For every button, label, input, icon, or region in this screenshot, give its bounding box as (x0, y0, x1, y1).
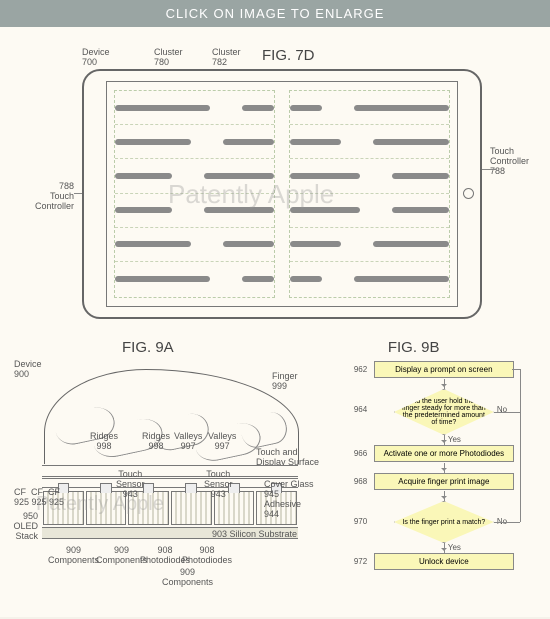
fig-9a: FIG. 9A Device 900 Finger 999 Ridges 998… (12, 339, 310, 599)
enlarge-banner[interactable]: CLICK ON IMAGE TO ENLARGE (0, 0, 550, 27)
label-oled: 950 OLED Stack (6, 511, 38, 541)
adhesive-layer (42, 478, 298, 488)
step-num: 970 (354, 517, 367, 526)
cluster-780 (114, 90, 275, 298)
label-valleys: Valleys 997 (174, 431, 202, 451)
step-966: Activate one or more Photodiodes (374, 445, 514, 462)
fig9b-title: FIG. 9B (388, 339, 440, 356)
step-962: Display a prompt on screen (374, 361, 514, 378)
label-adhesive: Adhesive 944 (264, 499, 301, 519)
label-tc-right: Touch Controller 788 (490, 146, 529, 176)
tablet-device: Patently Apple (82, 69, 482, 319)
cover-glass-layer (42, 465, 298, 477)
label-device-900: Device 900 (14, 359, 42, 379)
label-finger: Finger 999 (272, 371, 298, 391)
label-cluster-782: Cluster 782 (212, 47, 241, 67)
screen (106, 81, 458, 307)
fig9a-title: FIG. 9A (122, 339, 174, 356)
label-comp: 909 Components (162, 567, 213, 587)
step-num: 962 (354, 365, 367, 374)
label-ridges: Ridges 998 (142, 431, 170, 451)
step-972: Unlock device (374, 553, 514, 570)
step-968: Acquire finger print image (374, 473, 514, 490)
patent-page: FIG. 7D Device 700 Cluster 780 Cluster 7… (0, 27, 550, 617)
yes-label: Yes (448, 435, 461, 444)
label-si: 903 Silicon Substrate (212, 529, 297, 539)
label-tc-left: 788 Touch Controller (18, 181, 74, 211)
label-device-700: Device 700 (82, 47, 110, 67)
oled-cells (42, 491, 298, 525)
step-num: 964 (354, 405, 367, 414)
fig-9b: FIG. 9B 962 Display a prompt on screen 9… (318, 339, 538, 599)
step-num: 968 (354, 477, 367, 486)
step-num: 966 (354, 449, 367, 458)
home-button-icon (463, 188, 474, 199)
cluster-782 (289, 90, 450, 298)
fig7d-title: FIG. 7D (262, 47, 315, 64)
label-cluster-780: Cluster 780 (154, 47, 183, 67)
label-ridges: Ridges 998 (90, 431, 118, 451)
label-cf: CF CF CF 925 925 925 (14, 487, 64, 507)
step-964: Did the user hold their finger steady fo… (394, 389, 494, 435)
label-touchsensor: Touch Sensor 943 (116, 469, 145, 499)
fig-7d: FIG. 7D Device 700 Cluster 780 Cluster 7… (12, 41, 538, 331)
label-valleys: Valleys 997 (208, 431, 236, 451)
label-coverglass: Cover Glass 945 (264, 479, 314, 499)
flowchart: 962 Display a prompt on screen 964 Did t… (352, 361, 528, 599)
label-touchsensor: Touch Sensor 943 (204, 469, 233, 499)
label-comp: 909 Components (48, 545, 99, 565)
yes-label: Yes (448, 543, 461, 552)
label-pd: 908 Photodiodes (182, 545, 232, 565)
step-num: 972 (354, 557, 367, 566)
step-970: Is the finger print a match? (394, 501, 494, 543)
